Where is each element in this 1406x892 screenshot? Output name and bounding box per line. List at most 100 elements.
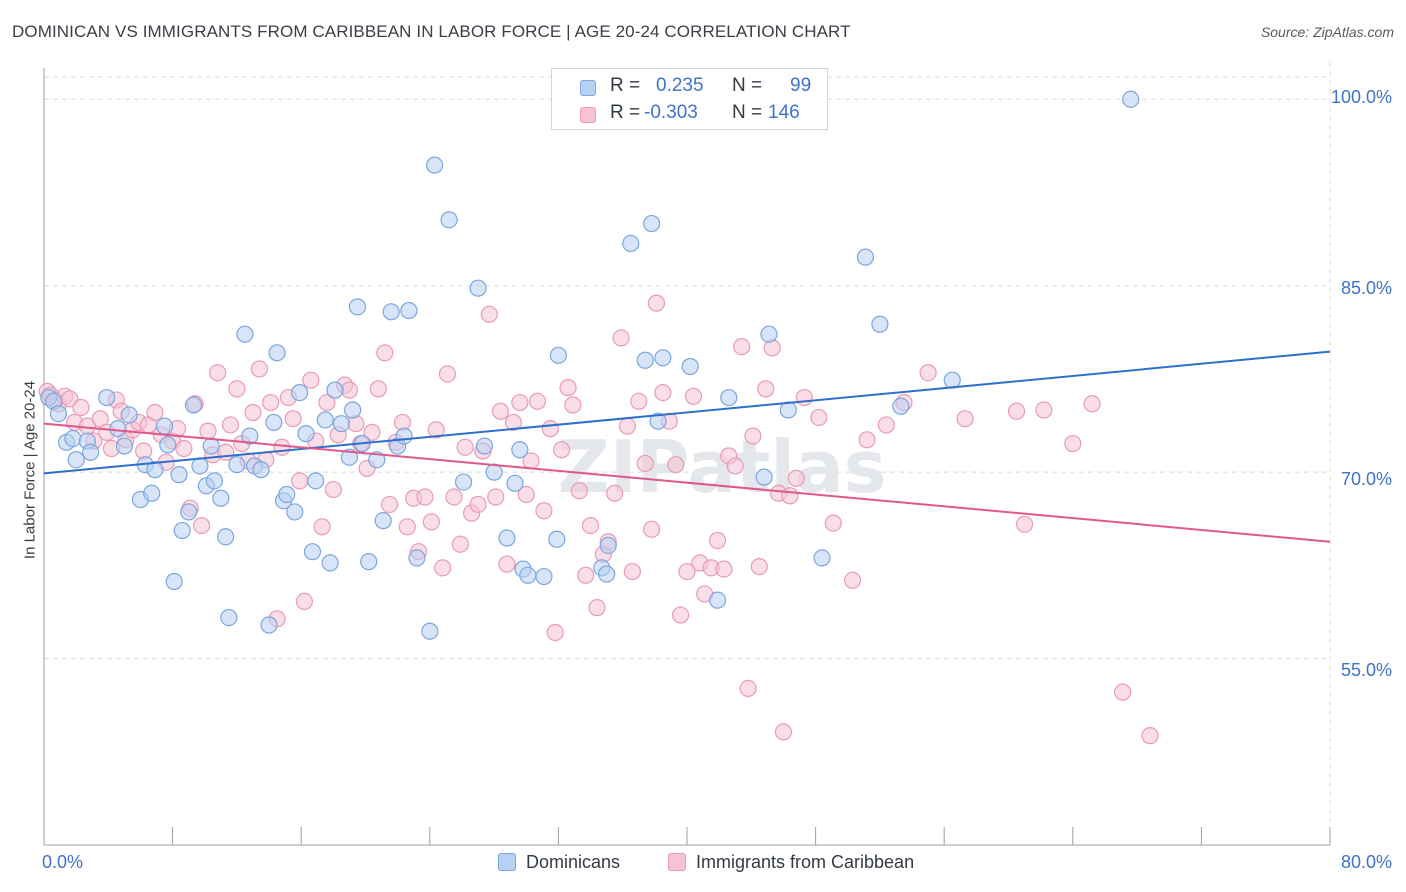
data-point-caribbean (244, 403, 262, 422)
data-point-dominicans (720, 388, 738, 407)
data-point-dominicans (332, 415, 350, 433)
data-point-dominicans (636, 351, 654, 369)
data-point-caribbean (1015, 515, 1034, 533)
data-point-caribbean (606, 484, 624, 502)
data-point-caribbean (715, 560, 733, 578)
data-point-caribbean (262, 393, 280, 412)
data-point-caribbean (858, 431, 876, 449)
data-point-dominicans (109, 420, 127, 438)
data-point-dominicans (170, 466, 188, 484)
data-point-caribbean (146, 403, 164, 422)
data-point-dominicans (475, 437, 494, 455)
data-point-dominicans (212, 489, 230, 507)
data-point-caribbean (739, 679, 757, 698)
data-point-dominicans (426, 156, 444, 174)
data-point-caribbean (581, 516, 600, 535)
trend-lines (43, 350, 1331, 543)
data-point-caribbean (273, 438, 291, 456)
data-point-caribbean (427, 421, 445, 439)
data-point-caribbean (504, 413, 522, 432)
data-point-dominicans (760, 325, 778, 343)
data-point-dominicans (143, 484, 161, 502)
data-point-caribbean (647, 294, 666, 312)
data-point-dominicans (892, 397, 910, 415)
data-point-caribbean (498, 555, 516, 573)
data-point-caribbean (553, 441, 571, 459)
data-point-caribbean (528, 392, 547, 410)
data-point-caribbean (511, 393, 529, 412)
data-point-caribbean (1035, 401, 1053, 419)
data-point-caribbean (559, 379, 577, 397)
data-point-caribbean (623, 562, 641, 581)
data-point-dominicans (511, 441, 529, 459)
data-point-caribbean (787, 469, 805, 487)
data-point-caribbean (588, 599, 606, 617)
data-point-caribbean (340, 381, 359, 399)
data-point-dominicans (268, 344, 286, 362)
data-point-caribbean (434, 559, 452, 577)
data-point-dominicans (643, 214, 661, 233)
legend-swatch-pink (668, 853, 686, 871)
data-point-dominicans (326, 381, 344, 399)
data-point-dominicans (297, 425, 315, 443)
data-point-dominicans (549, 346, 568, 364)
data-point-dominicans (82, 443, 100, 461)
legend-n-label: N = (732, 102, 763, 123)
data-point-dominicans (155, 417, 174, 435)
data-point-caribbean (456, 438, 474, 456)
data-point-caribbean (726, 457, 744, 475)
data-point-dominicans (191, 457, 209, 475)
data-point-caribbean (750, 557, 768, 576)
source-label: Source: ZipAtlas.com (1260, 24, 1394, 40)
data-point-dominicans (599, 536, 617, 555)
data-point-caribbean (228, 380, 246, 398)
data-point-caribbean (774, 723, 793, 741)
data-point-dominicans (241, 427, 259, 445)
data-point-dominicans (374, 512, 392, 530)
trend-line-caribbean (43, 422, 1331, 543)
data-point-dominicans (856, 248, 875, 266)
data-point-caribbean (612, 329, 630, 347)
data-point-caribbean (284, 410, 302, 428)
data-point-dominicans (344, 401, 362, 419)
data-point-caribbean (564, 396, 582, 414)
legend-label: Dominicans (526, 852, 621, 872)
data-point-caribbean (671, 606, 690, 624)
data-point-caribbean (684, 387, 703, 405)
y-tick-label: 100.0% (1330, 87, 1392, 107)
data-point-dominicans (454, 473, 473, 491)
data-point-dominicans (395, 427, 413, 445)
data-point-dominicans (348, 298, 367, 316)
data-point-dominicans (321, 554, 339, 572)
data-point-dominicans (469, 279, 487, 297)
data-point-dominicans (340, 448, 359, 466)
data-point-dominicans (159, 436, 177, 454)
data-point-dominicans (813, 549, 831, 567)
data-point-caribbean (318, 393, 336, 412)
data-point-caribbean (217, 443, 235, 461)
data-point-dominicans (485, 463, 503, 481)
data-point-caribbean (546, 623, 564, 642)
data-point-dominicans (400, 301, 418, 320)
data-point-dominicans (290, 384, 309, 402)
data-point-caribbean (381, 495, 399, 514)
data-point-dominicans (1122, 90, 1140, 108)
data-point-caribbean (363, 423, 381, 441)
data-point-dominicans (535, 567, 553, 586)
legend-item-caribbean: Immigrants from Caribbean (668, 852, 914, 873)
legend-r-label: R = (610, 102, 641, 123)
y-tick-label: 85.0% (1340, 278, 1392, 298)
chart-title: DOMINICAN VS IMMIGRANTS FROM CARIBBEAN I… (12, 22, 851, 41)
data-point-caribbean (541, 420, 559, 438)
data-point-dominicans (98, 388, 116, 407)
data-point-dominicans (217, 528, 235, 546)
data-point-caribbean (744, 427, 762, 445)
data-point-dominicans (180, 503, 198, 521)
data-point-caribbean (956, 410, 974, 428)
data-point-caribbean (369, 380, 387, 398)
data-point-dominicans (421, 622, 439, 640)
data-point-caribbean (618, 417, 637, 435)
data-point-caribbean (636, 454, 654, 473)
data-point-dominicans (506, 474, 524, 492)
